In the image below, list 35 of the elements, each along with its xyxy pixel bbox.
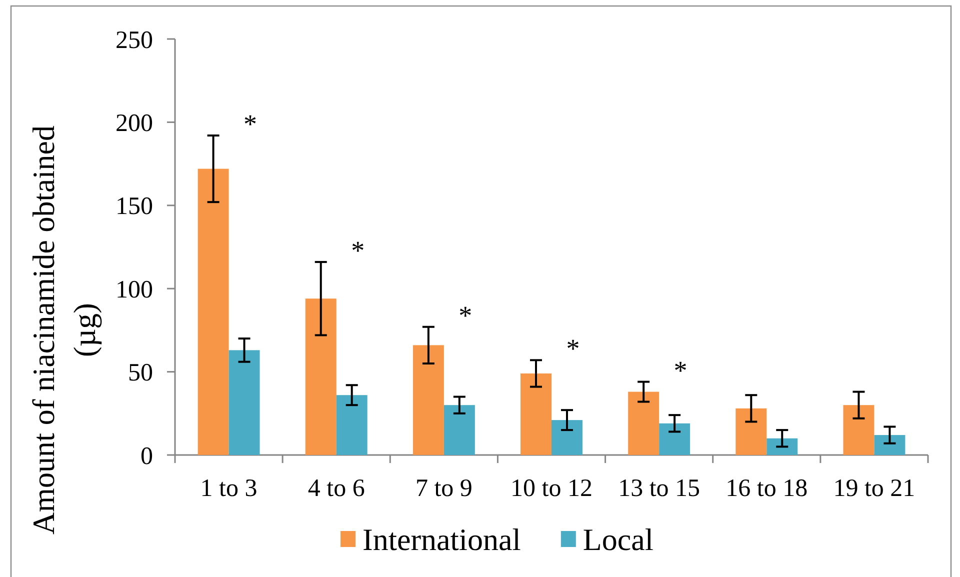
legend-label: International: [362, 522, 521, 557]
y-tick-label: 50: [128, 360, 153, 387]
annotation: *: [566, 334, 580, 364]
x-tick-label: 10 to 12: [510, 474, 592, 502]
bar: [198, 168, 229, 455]
y-tick-label: 100: [116, 276, 153, 304]
y-axis-title: Amount of niacinamide obtained (µg): [26, 125, 102, 534]
x-tick-label: 7 to 9: [415, 474, 472, 502]
annotation: *: [244, 109, 258, 140]
bar: [843, 405, 874, 455]
bar: [659, 423, 690, 455]
bar: [444, 405, 475, 455]
bar: [336, 395, 368, 455]
y-tick-label: 0: [140, 442, 153, 470]
bar: [412, 345, 444, 455]
y-tick-label: 150: [116, 193, 153, 220]
annotation: *: [674, 355, 688, 386]
bar: [874, 435, 906, 455]
x-tick-label: 4 to 6: [308, 474, 365, 502]
bar: [520, 373, 552, 455]
annotation: *: [458, 300, 472, 330]
bar: [736, 408, 767, 455]
bar: [766, 438, 798, 455]
x-tick-label: 16 to 18: [726, 474, 808, 502]
x-tick-label: 1 to 3: [200, 474, 258, 502]
x-tick-label: 13 to 15: [618, 474, 700, 502]
x-tick-label: 19 to 21: [833, 474, 916, 502]
bar: [305, 298, 336, 455]
annotation: *: [351, 235, 365, 266]
bar: [628, 392, 660, 455]
bar: [552, 420, 582, 455]
y-tick-label: 250: [116, 26, 153, 54]
y-tick-label: 200: [116, 110, 153, 137]
legend-label: Local: [582, 522, 654, 557]
bar: [228, 350, 260, 455]
